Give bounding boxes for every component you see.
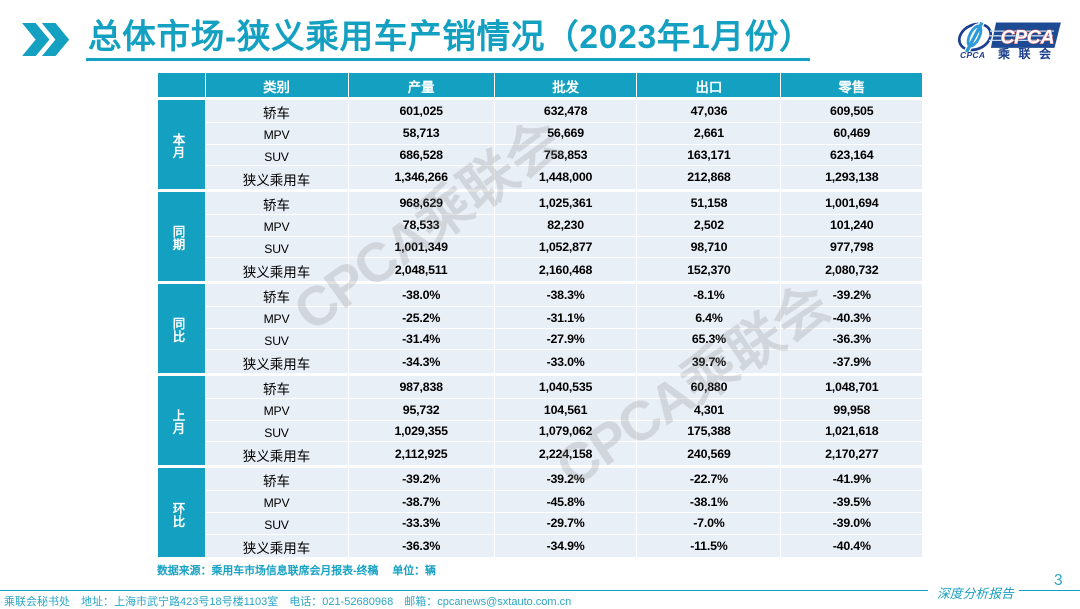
svg-text:乘联会: 乘联会 [997,46,1060,61]
svg-text:CPCA: CPCA [960,50,985,60]
svg-text:CPCA: CPCA [1001,27,1055,49]
